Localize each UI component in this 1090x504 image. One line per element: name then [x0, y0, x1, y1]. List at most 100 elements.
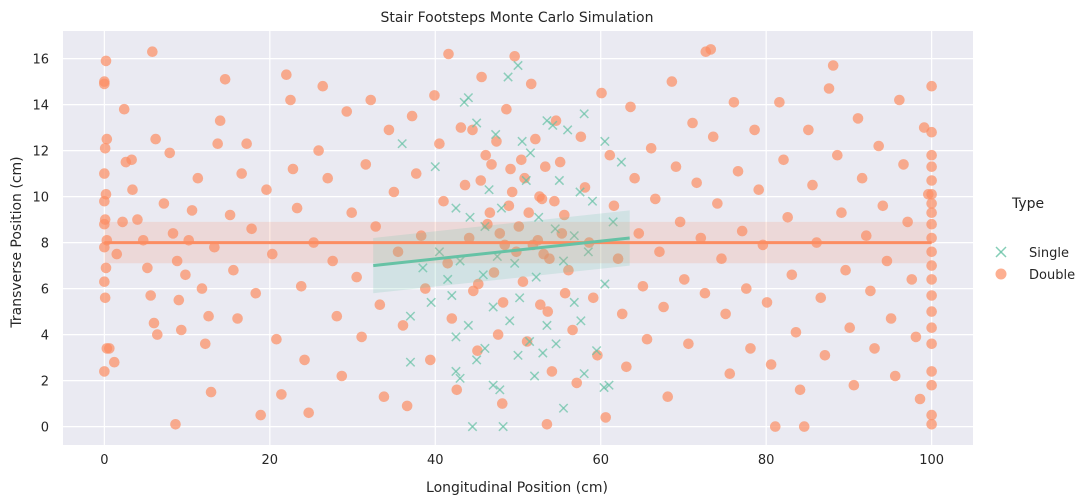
- double-point: [530, 133, 541, 145]
- double-point: [410, 168, 422, 179]
- double-point: [571, 377, 583, 389]
- double-point: [99, 366, 110, 377]
- double-point: [869, 343, 880, 354]
- double-point: [769, 421, 781, 432]
- single-point: [471, 118, 482, 128]
- single-point: [558, 403, 569, 413]
- single-point: [591, 345, 602, 356]
- double-point: [910, 331, 922, 343]
- double-point: [505, 163, 516, 175]
- double-point: [392, 246, 404, 258]
- double-point: [475, 175, 487, 186]
- double-point: [322, 172, 334, 184]
- double-point: [587, 292, 599, 304]
- double-point: [541, 419, 553, 430]
- data-points: [99, 44, 937, 432]
- single-point: [575, 187, 585, 197]
- single-point: [490, 129, 501, 140]
- single-point: [517, 136, 527, 147]
- double-point: [142, 262, 153, 274]
- double-point: [356, 331, 367, 343]
- double-point: [926, 126, 937, 138]
- single-point: [430, 161, 441, 172]
- plot-area: [63, 31, 973, 445]
- x-axis-label: Longitudinal Position (cm): [426, 480, 608, 496]
- chart-title: Stair Footsteps Monte Carlo Simulation: [381, 10, 654, 26]
- double-point: [150, 133, 161, 145]
- single-point: [525, 148, 536, 158]
- double-point: [807, 179, 818, 191]
- single-point: [587, 196, 598, 206]
- double-point: [728, 97, 740, 108]
- double-point: [271, 333, 282, 345]
- double-point: [434, 138, 445, 149]
- single-point: [529, 371, 540, 381]
- single-point: [514, 293, 525, 303]
- double-point: [604, 149, 616, 161]
- double-point: [926, 80, 937, 92]
- double-point: [484, 207, 496, 218]
- double-point: [914, 393, 926, 405]
- single-point: [542, 115, 552, 126]
- y-tick-label: 8: [41, 237, 49, 252]
- double-point: [148, 317, 160, 329]
- legend-title: Type: [1011, 196, 1044, 212]
- double-point: [360, 159, 372, 170]
- double-point: [99, 292, 111, 304]
- double-point: [774, 97, 785, 108]
- double-point: [556, 228, 568, 239]
- single-point: [562, 125, 573, 135]
- double-point: [926, 246, 937, 258]
- double-point: [815, 292, 827, 304]
- double-point: [525, 78, 537, 90]
- double-point: [832, 149, 843, 161]
- double-point: [425, 354, 436, 366]
- double-point: [670, 161, 682, 172]
- double-point: [749, 124, 760, 136]
- single-point: [513, 60, 523, 71]
- double-point: [926, 161, 937, 172]
- single-point: [583, 247, 594, 257]
- double-point: [261, 184, 272, 195]
- legend-marker-single: [995, 246, 1007, 258]
- double-point: [509, 51, 520, 62]
- double-point: [517, 276, 529, 288]
- single-point: [451, 203, 461, 213]
- double-point: [167, 228, 179, 239]
- double-point: [132, 214, 143, 225]
- double-point: [736, 225, 748, 237]
- double-point: [926, 290, 937, 301]
- double-point: [559, 287, 571, 299]
- double-point: [778, 154, 789, 166]
- double-point: [180, 269, 191, 281]
- single-point: [599, 382, 609, 393]
- single-point: [608, 217, 618, 227]
- regression-lines: [104, 210, 932, 294]
- double-point: [906, 274, 918, 285]
- single-point: [504, 316, 515, 326]
- single-point: [524, 336, 535, 347]
- double-point: [126, 154, 137, 166]
- double-point: [926, 207, 937, 218]
- double-point: [902, 216, 913, 228]
- double-point: [926, 175, 937, 186]
- double-point: [926, 306, 937, 317]
- double-point: [678, 274, 690, 285]
- y-axis-label: Transverse Position (cm): [9, 156, 25, 328]
- double-point: [212, 138, 223, 149]
- double-point: [472, 278, 484, 290]
- single-point: [488, 302, 498, 312]
- single-point: [533, 212, 544, 223]
- double-point: [559, 209, 570, 221]
- single-point: [447, 290, 457, 301]
- single-point: [513, 350, 523, 361]
- double-point: [276, 389, 287, 400]
- y-ticks: 0 2 4 6 8 10 12 14 16: [32, 53, 49, 436]
- double-point: [712, 198, 723, 209]
- double-point: [926, 232, 937, 244]
- double-point: [281, 69, 292, 80]
- double-point: [331, 310, 343, 322]
- y-tick-label: 2: [41, 375, 49, 390]
- y-tick-label: 10: [32, 191, 49, 206]
- double-point: [761, 297, 773, 308]
